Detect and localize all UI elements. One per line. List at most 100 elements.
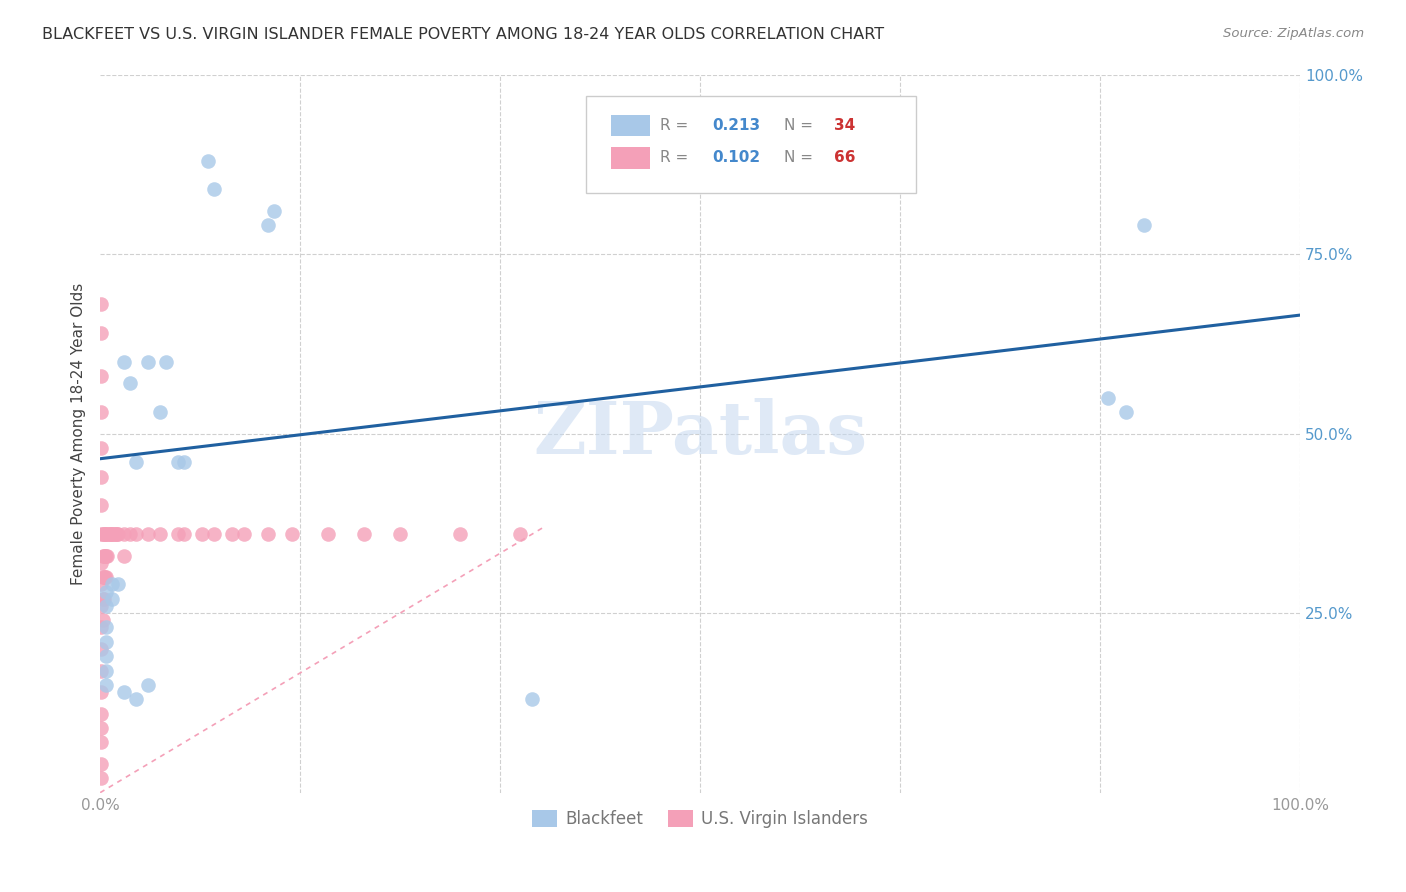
Text: 34: 34 — [835, 118, 856, 133]
FancyBboxPatch shape — [612, 147, 650, 169]
Point — [93, 527, 115, 541]
Text: 0.213: 0.213 — [711, 118, 761, 133]
Point — [101, 591, 124, 606]
Point — [120, 527, 142, 541]
Point — [202, 182, 225, 196]
Point — [97, 527, 120, 541]
Point — [90, 527, 112, 541]
Text: R =: R = — [661, 151, 693, 165]
Point — [149, 405, 172, 419]
Point — [94, 549, 117, 563]
Point — [91, 527, 114, 541]
Point — [107, 527, 129, 541]
Point — [91, 591, 114, 606]
Point — [90, 685, 112, 699]
Text: Source: ZipAtlas.com: Source: ZipAtlas.com — [1223, 27, 1364, 40]
Point — [91, 613, 114, 627]
Point — [257, 219, 280, 233]
Text: R =: R = — [661, 118, 693, 133]
Text: 66: 66 — [835, 151, 856, 165]
Point — [136, 678, 159, 692]
Point — [93, 570, 115, 584]
Point — [125, 455, 148, 469]
Point — [316, 527, 339, 541]
Point — [94, 549, 117, 563]
Point — [94, 570, 117, 584]
Point — [90, 642, 112, 657]
Point — [93, 591, 115, 606]
Point — [1097, 391, 1119, 405]
Point — [120, 376, 142, 391]
Text: ZIPatlas: ZIPatlas — [533, 398, 868, 469]
Point — [125, 527, 148, 541]
Point — [112, 685, 135, 699]
Point — [90, 721, 112, 735]
Point — [94, 584, 117, 599]
Point — [94, 570, 117, 584]
Point — [93, 549, 115, 563]
Point — [91, 570, 114, 584]
Text: N =: N = — [785, 151, 818, 165]
Point — [509, 527, 531, 541]
Point — [257, 527, 280, 541]
Point — [94, 620, 117, 634]
Point — [101, 527, 124, 541]
Point — [94, 678, 117, 692]
Point — [101, 577, 124, 591]
Point — [90, 441, 112, 455]
Point — [167, 455, 190, 469]
Point — [353, 527, 375, 541]
FancyBboxPatch shape — [612, 115, 650, 136]
Point — [90, 405, 112, 419]
Point — [221, 527, 243, 541]
Text: BLACKFEET VS U.S. VIRGIN ISLANDER FEMALE POVERTY AMONG 18-24 YEAR OLDS CORRELATI: BLACKFEET VS U.S. VIRGIN ISLANDER FEMALE… — [42, 27, 884, 42]
Point — [105, 527, 128, 541]
Point — [103, 527, 125, 541]
Point — [90, 599, 112, 613]
Point — [94, 599, 117, 613]
Point — [98, 527, 121, 541]
Point — [281, 527, 304, 541]
Point — [96, 527, 118, 541]
Point — [90, 297, 112, 311]
Point — [149, 527, 172, 541]
Point — [107, 577, 129, 591]
Point — [520, 692, 543, 706]
Point — [90, 620, 112, 634]
Point — [173, 455, 195, 469]
Text: 0.102: 0.102 — [711, 151, 761, 165]
Point — [136, 355, 159, 369]
Point — [90, 326, 112, 340]
Point — [1133, 219, 1156, 233]
Point — [94, 649, 117, 664]
Point — [202, 527, 225, 541]
Point — [94, 635, 117, 649]
Point — [136, 527, 159, 541]
Point — [90, 577, 112, 591]
Point — [449, 527, 471, 541]
Point — [91, 549, 114, 563]
Point — [94, 527, 117, 541]
Point — [167, 527, 190, 541]
Point — [94, 527, 117, 541]
Point — [389, 527, 412, 541]
Point — [112, 527, 135, 541]
Y-axis label: Female Poverty Among 18-24 Year Olds: Female Poverty Among 18-24 Year Olds — [72, 283, 86, 585]
Point — [100, 527, 122, 541]
Point — [90, 664, 112, 678]
Point — [1115, 405, 1137, 419]
Point — [96, 549, 118, 563]
Point — [263, 204, 285, 219]
Point — [90, 369, 112, 384]
Point — [155, 355, 177, 369]
Point — [197, 153, 219, 168]
Point — [90, 735, 112, 749]
Point — [94, 664, 117, 678]
Point — [125, 692, 148, 706]
Point — [233, 527, 256, 541]
Point — [90, 706, 112, 721]
Point — [104, 527, 127, 541]
FancyBboxPatch shape — [586, 96, 917, 193]
Point — [112, 355, 135, 369]
Point — [90, 772, 112, 786]
